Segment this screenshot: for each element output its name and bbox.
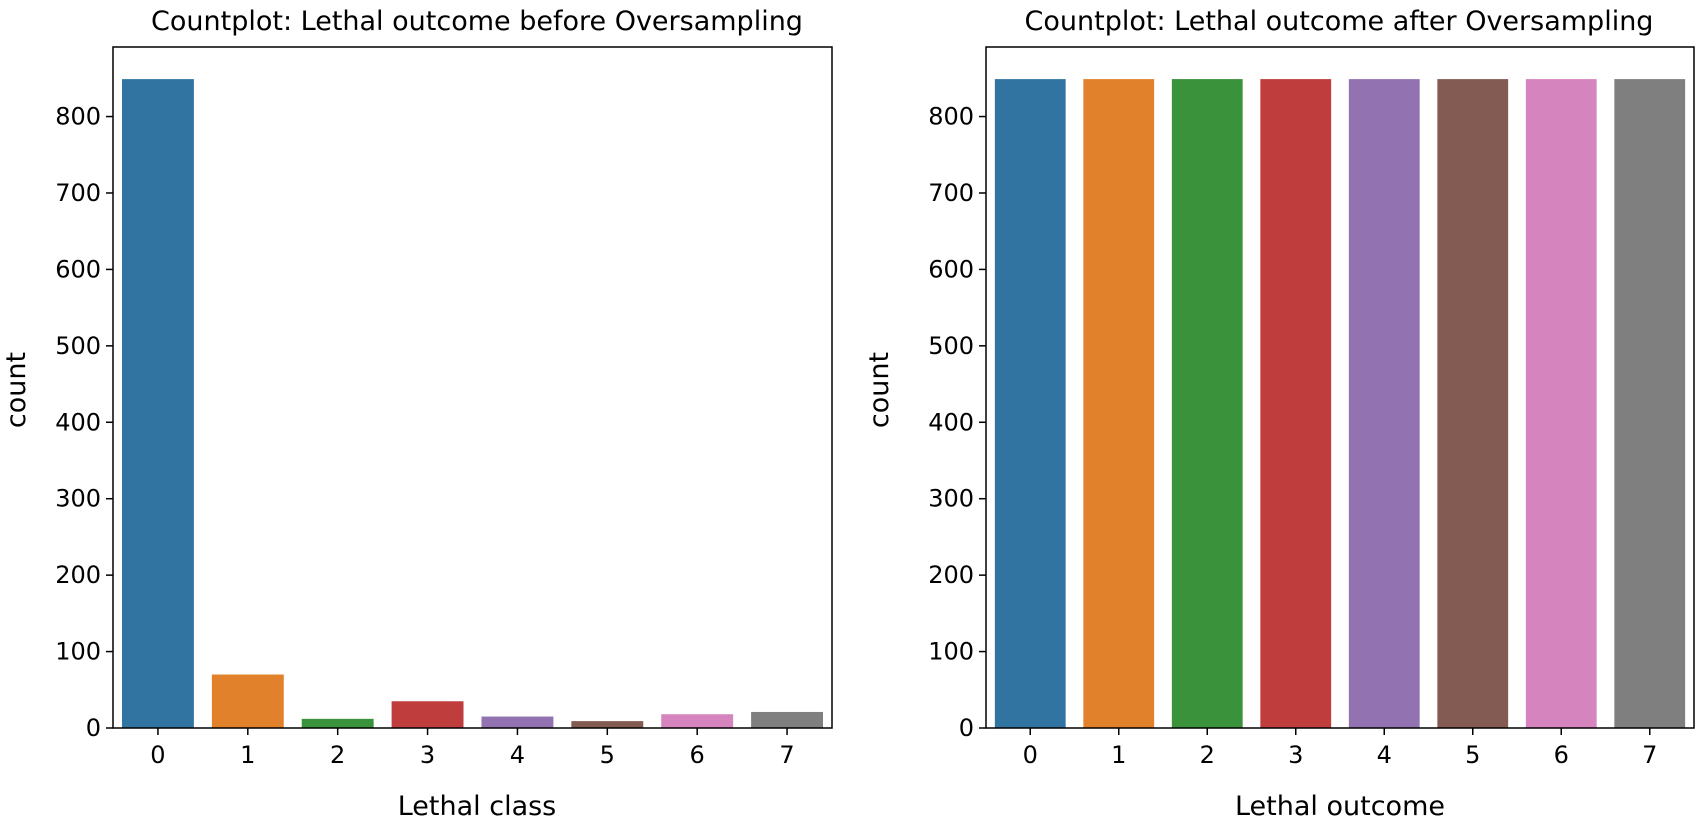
y-tick-label: 400	[55, 408, 101, 436]
bar-4	[481, 716, 554, 728]
chart-before-oversampling: Countplot: Lethal outcome before Oversam…	[1, 6, 833, 821]
x-tick-label: 5	[600, 741, 615, 769]
y-tick-label: 100	[928, 638, 974, 666]
bar-6	[661, 714, 734, 728]
y-tick-label: 700	[55, 179, 101, 207]
y-tick-label: 0	[959, 714, 974, 742]
plot-area	[113, 47, 832, 728]
chart-title: Countplot: Lethal outcome after Oversamp…	[1025, 6, 1654, 37]
x-tick-label: 3	[1288, 741, 1303, 769]
bar-series	[994, 79, 1686, 729]
bar-2	[301, 718, 374, 728]
plot-frame	[985, 46, 1695, 729]
plot-frame	[112, 46, 833, 729]
bar-3	[391, 701, 464, 728]
x-tick-label: 7	[779, 741, 794, 769]
bar-2	[1171, 79, 1243, 729]
y-tick-label: 300	[55, 485, 101, 513]
x-axis-label: Lethal class	[398, 791, 557, 821]
y-tick-label: 500	[928, 332, 974, 360]
y-tick-label: 300	[928, 485, 974, 513]
bar-0	[994, 79, 1066, 729]
x-tick-label: 3	[420, 741, 435, 769]
bar-3	[1260, 79, 1332, 729]
x-tick-label: 2	[330, 741, 345, 769]
chart-title: Countplot: Lethal outcome before Oversam…	[151, 6, 803, 37]
y-tick-label: 0	[86, 714, 101, 742]
x-axis-ticks: 0 1 2 3 4 5 6 7	[150, 728, 795, 769]
x-tick-label: 6	[1554, 741, 1569, 769]
y-axis-label: count	[864, 352, 895, 428]
x-tick-label: 0	[1023, 741, 1038, 769]
x-tick-label: 6	[690, 741, 705, 769]
x-tick-label: 4	[510, 741, 525, 769]
bar-7	[751, 711, 824, 728]
y-tick-label: 400	[928, 408, 974, 436]
x-axis-ticks: 0 1 2 3 4 5 6 7	[1023, 728, 1657, 769]
bar-1	[211, 674, 284, 728]
y-tick-label: 800	[55, 103, 101, 131]
chart-after-oversampling: Countplot: Lethal outcome after Oversamp…	[864, 6, 1695, 821]
x-tick-label: 1	[240, 741, 255, 769]
y-tick-label: 200	[55, 561, 101, 589]
bar-series	[121, 79, 824, 729]
x-tick-label: 5	[1465, 741, 1480, 769]
y-tick-label: 700	[928, 179, 974, 207]
y-tick-label: 200	[928, 561, 974, 589]
bar-1	[1083, 79, 1155, 729]
y-axis-ticks: 0 100 200 300 400 500 600 700 800	[928, 103, 986, 742]
bar-5	[571, 721, 644, 728]
x-tick-label: 2	[1200, 741, 1215, 769]
y-tick-label: 600	[55, 255, 101, 283]
x-tick-label: 0	[150, 741, 165, 769]
bar-5	[1437, 79, 1509, 729]
y-tick-label: 800	[928, 103, 974, 131]
bar-0	[121, 79, 194, 729]
y-tick-label: 600	[928, 255, 974, 283]
x-tick-label: 1	[1111, 741, 1126, 769]
bar-7	[1614, 79, 1686, 729]
bar-6	[1525, 79, 1597, 729]
x-tick-label: 7	[1642, 741, 1657, 769]
x-axis-label: Lethal outcome	[1235, 791, 1445, 821]
y-tick-label: 100	[55, 638, 101, 666]
y-tick-label: 500	[55, 332, 101, 360]
y-axis-label: count	[1, 352, 32, 428]
bar-4	[1348, 79, 1420, 729]
x-tick-label: 4	[1377, 741, 1392, 769]
y-axis-ticks: 0 100 200 300 400 500 600 700 800	[55, 103, 113, 742]
